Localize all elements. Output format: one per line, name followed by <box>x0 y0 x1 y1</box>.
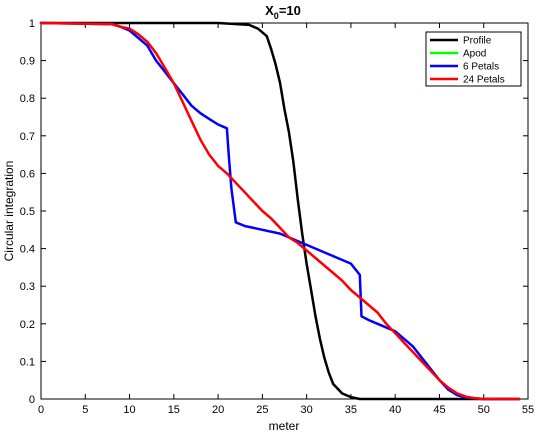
series-lines <box>39 21 521 401</box>
x-tick-labels: 0 5 10 15 20 25 30 35 40 45 50 55 <box>38 404 534 416</box>
series-line-24-petals <box>39 21 521 401</box>
y-tick-label: 0.1 <box>20 356 35 368</box>
x-tick-label: 10 <box>123 404 135 416</box>
chart-title-subscript: 0 <box>274 11 279 21</box>
y-tick-label: 0.3 <box>20 281 35 293</box>
x-tick-label: 40 <box>389 404 401 416</box>
y-tick-label: 0.2 <box>20 319 35 331</box>
x-tick-label: 0 <box>38 404 44 416</box>
y-tick-labels: 0 0.1 0.2 0.3 0.4 0.5 0.6 0.7 0.8 0.9 1 <box>20 18 35 406</box>
series-line-profile <box>39 21 521 401</box>
x-tick-label: 35 <box>345 404 357 416</box>
y-tick-label: 0 <box>29 394 35 406</box>
x-tick-label: 25 <box>256 404 268 416</box>
chart-title: X0=10 <box>265 3 301 21</box>
series-line-6-petals <box>39 21 521 401</box>
x-tick-label: 45 <box>433 404 445 416</box>
x-tick-label: 55 <box>522 404 534 416</box>
x-tick-label: 15 <box>168 404 180 416</box>
legend-label-apod: Apod <box>463 49 486 60</box>
x-tick-label: 30 <box>301 404 313 416</box>
y-tick-label: 0.6 <box>20 168 35 180</box>
chart-title-rest: =10 <box>279 3 301 18</box>
y-tick-label: 0.4 <box>20 244 35 256</box>
y-tick-label: 0.7 <box>20 131 35 143</box>
y-tick-label: 0.8 <box>20 93 35 105</box>
axis-ticks <box>40 22 529 400</box>
chart-title-base: X <box>265 3 274 18</box>
y-tick-label: 0.5 <box>20 206 35 218</box>
x-tick-label: 20 <box>212 404 224 416</box>
y-tick-label: 1 <box>29 18 35 30</box>
legend-label-profile: Profile <box>463 36 492 47</box>
x-tick-label: 50 <box>478 404 490 416</box>
legend-label-24-petals: 24 Petals <box>463 75 505 86</box>
y-axis-label: Circular integration <box>2 161 16 262</box>
x-axis-label: meter <box>269 419 300 433</box>
legend: Profile Apod 6 Petals 24 Petals <box>425 31 522 87</box>
legend-label-6-petals: 6 Petals <box>463 62 499 73</box>
x-tick-label: 5 <box>82 404 88 416</box>
y-tick-label: 0.9 <box>20 56 35 68</box>
